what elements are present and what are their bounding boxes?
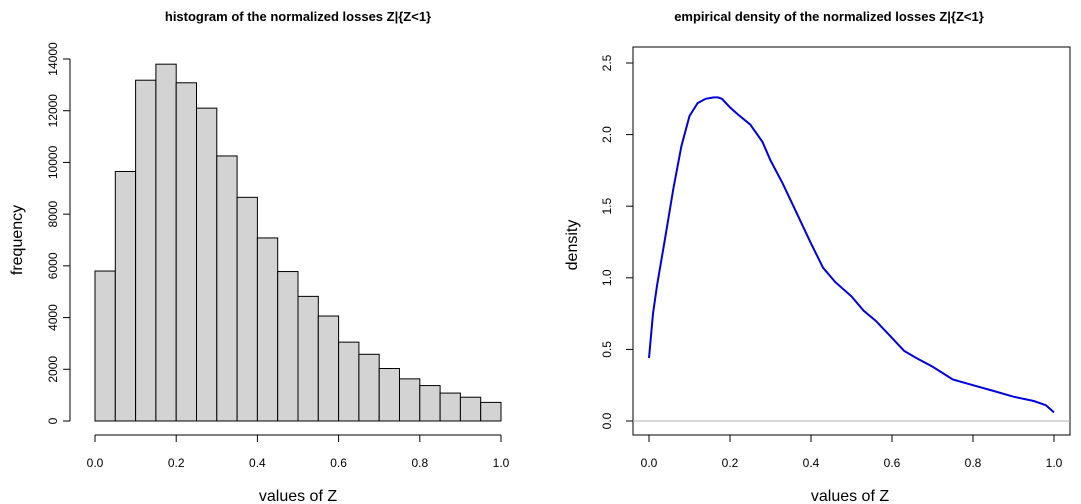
histogram-y-tick-label: 8000 xyxy=(46,200,60,227)
density-y-tick-label: 2.5 xyxy=(600,54,614,71)
histogram-bar xyxy=(196,107,218,422)
density-x-tick-label: 0.4 xyxy=(803,456,820,470)
histogram-y-tick-label: 14000 xyxy=(46,42,60,76)
density-x-tick-label: 0.0 xyxy=(641,456,658,470)
histogram-y-tick-label: 10000 xyxy=(46,145,60,179)
histogram-y-tick-label: 4000 xyxy=(46,304,60,331)
density-y-tick-label: 1.5 xyxy=(600,198,614,215)
histogram-bar xyxy=(236,196,258,422)
density-x-tick-label: 0.2 xyxy=(722,456,739,470)
histogram-bar xyxy=(338,341,360,422)
density-y-tick-label: 0.5 xyxy=(600,341,614,358)
histogram-x-label: values of Z xyxy=(259,488,337,504)
histogram-bar xyxy=(358,353,380,422)
density-x-tick-label: 0.6 xyxy=(884,456,901,470)
histogram-bar xyxy=(135,79,157,422)
density-curve xyxy=(648,96,1055,414)
density-y-tick-label: 2.0 xyxy=(600,126,614,143)
histogram-y-tick-label: 6000 xyxy=(46,252,60,279)
histogram-bar xyxy=(256,237,279,422)
histogram-y-tick-label: 0 xyxy=(46,417,60,424)
histogram-x-tick-label: 0.0 xyxy=(87,456,104,470)
histogram-bar xyxy=(277,271,299,422)
histogram-bar xyxy=(216,155,238,422)
histogram-y-label: frequency xyxy=(9,205,26,275)
density-x-tick-label: 1.0 xyxy=(1046,456,1063,470)
histogram-x-tick-label: 0.4 xyxy=(249,456,266,470)
histogram-x-tick-label: 1.0 xyxy=(493,456,510,470)
histogram-y-ticks: 0 2000 4000 6000 8000 10000 12000 14000 xyxy=(46,42,70,424)
histogram-y-tick-label: 12000 xyxy=(46,94,60,128)
histogram-x-ticks: 0.0 0.2 0.4 0.6 0.8 1.0 xyxy=(87,435,510,470)
histogram-y-tick-label: 2000 xyxy=(46,356,60,383)
histogram-bar xyxy=(297,295,319,422)
histogram-panel: histogram of the normalized losses Z|{Z<… xyxy=(9,9,510,504)
density-title: empirical density of the normalized loss… xyxy=(674,9,984,24)
histogram-x-tick-label: 0.2 xyxy=(168,456,185,470)
histogram-bar xyxy=(155,63,177,422)
histogram-bar xyxy=(439,392,461,422)
histogram-x-tick-label: 0.8 xyxy=(411,456,428,470)
histogram-bar xyxy=(459,396,482,422)
histogram-bar xyxy=(378,368,401,422)
density-y-tick-label: 1.0 xyxy=(600,269,614,286)
histogram-bar xyxy=(480,401,502,422)
histogram-bar xyxy=(419,385,441,422)
histogram-bars xyxy=(94,63,502,422)
density-panel: empirical density of the normalized loss… xyxy=(564,9,1071,504)
histogram-bar xyxy=(114,170,137,422)
density-x-tick-label: 0.8 xyxy=(965,456,982,470)
histogram-bar xyxy=(399,378,421,422)
density-x-label: values of Z xyxy=(811,488,889,504)
histogram-title: histogram of the normalized losses Z|{Z<… xyxy=(165,9,431,24)
histogram-bar xyxy=(175,82,197,422)
density-plot-box xyxy=(632,46,1071,436)
histogram-x-tick-label: 0.6 xyxy=(330,456,347,470)
histogram-bar xyxy=(317,315,340,422)
density-y-label: density xyxy=(564,220,581,271)
histogram-bar xyxy=(94,270,116,422)
density-y-tick-label: 0.0 xyxy=(600,412,614,429)
density-y-ticks: 0.0 0.5 1.0 1.5 2.0 2.5 xyxy=(600,54,633,429)
density-x-ticks: 0.0 0.2 0.4 0.6 0.8 1.0 xyxy=(641,435,1063,470)
